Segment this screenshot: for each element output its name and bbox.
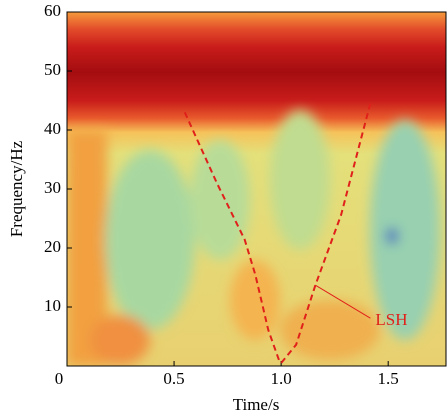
y-tick-label: 10 [44, 296, 61, 315]
x-tick-label: 0 [55, 369, 64, 388]
y-axis-label: Frequency/Hz [7, 140, 26, 237]
y-tick-label: 50 [44, 60, 61, 79]
y-tick-label: 40 [44, 119, 61, 138]
heatmap [67, 12, 446, 366]
y-tick-label: 20 [44, 237, 61, 256]
x-tick-label: 1.0 [270, 369, 291, 388]
x-tick-label: 1.5 [378, 369, 399, 388]
x-axis-label: Time/s [233, 395, 280, 414]
annotation: LSH [375, 310, 407, 329]
y-tick-label: 60 [44, 1, 61, 20]
dashed-curve [183, 100, 373, 365]
annotation-line [315, 284, 371, 319]
x-tick-label: 0.5 [163, 369, 184, 388]
y-tick-label: 30 [44, 178, 61, 197]
